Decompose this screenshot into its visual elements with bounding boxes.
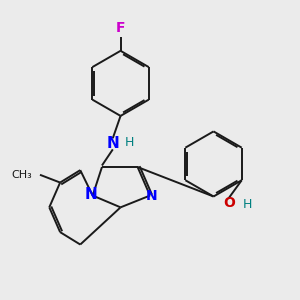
Text: N: N [106,136,119,151]
Text: O: O [223,196,235,210]
Text: F: F [116,21,125,35]
Text: N: N [85,187,98,202]
Text: N: N [146,189,158,202]
Text: CH₃: CH₃ [11,170,32,180]
Text: H: H [124,136,134,149]
Text: H: H [242,198,252,211]
